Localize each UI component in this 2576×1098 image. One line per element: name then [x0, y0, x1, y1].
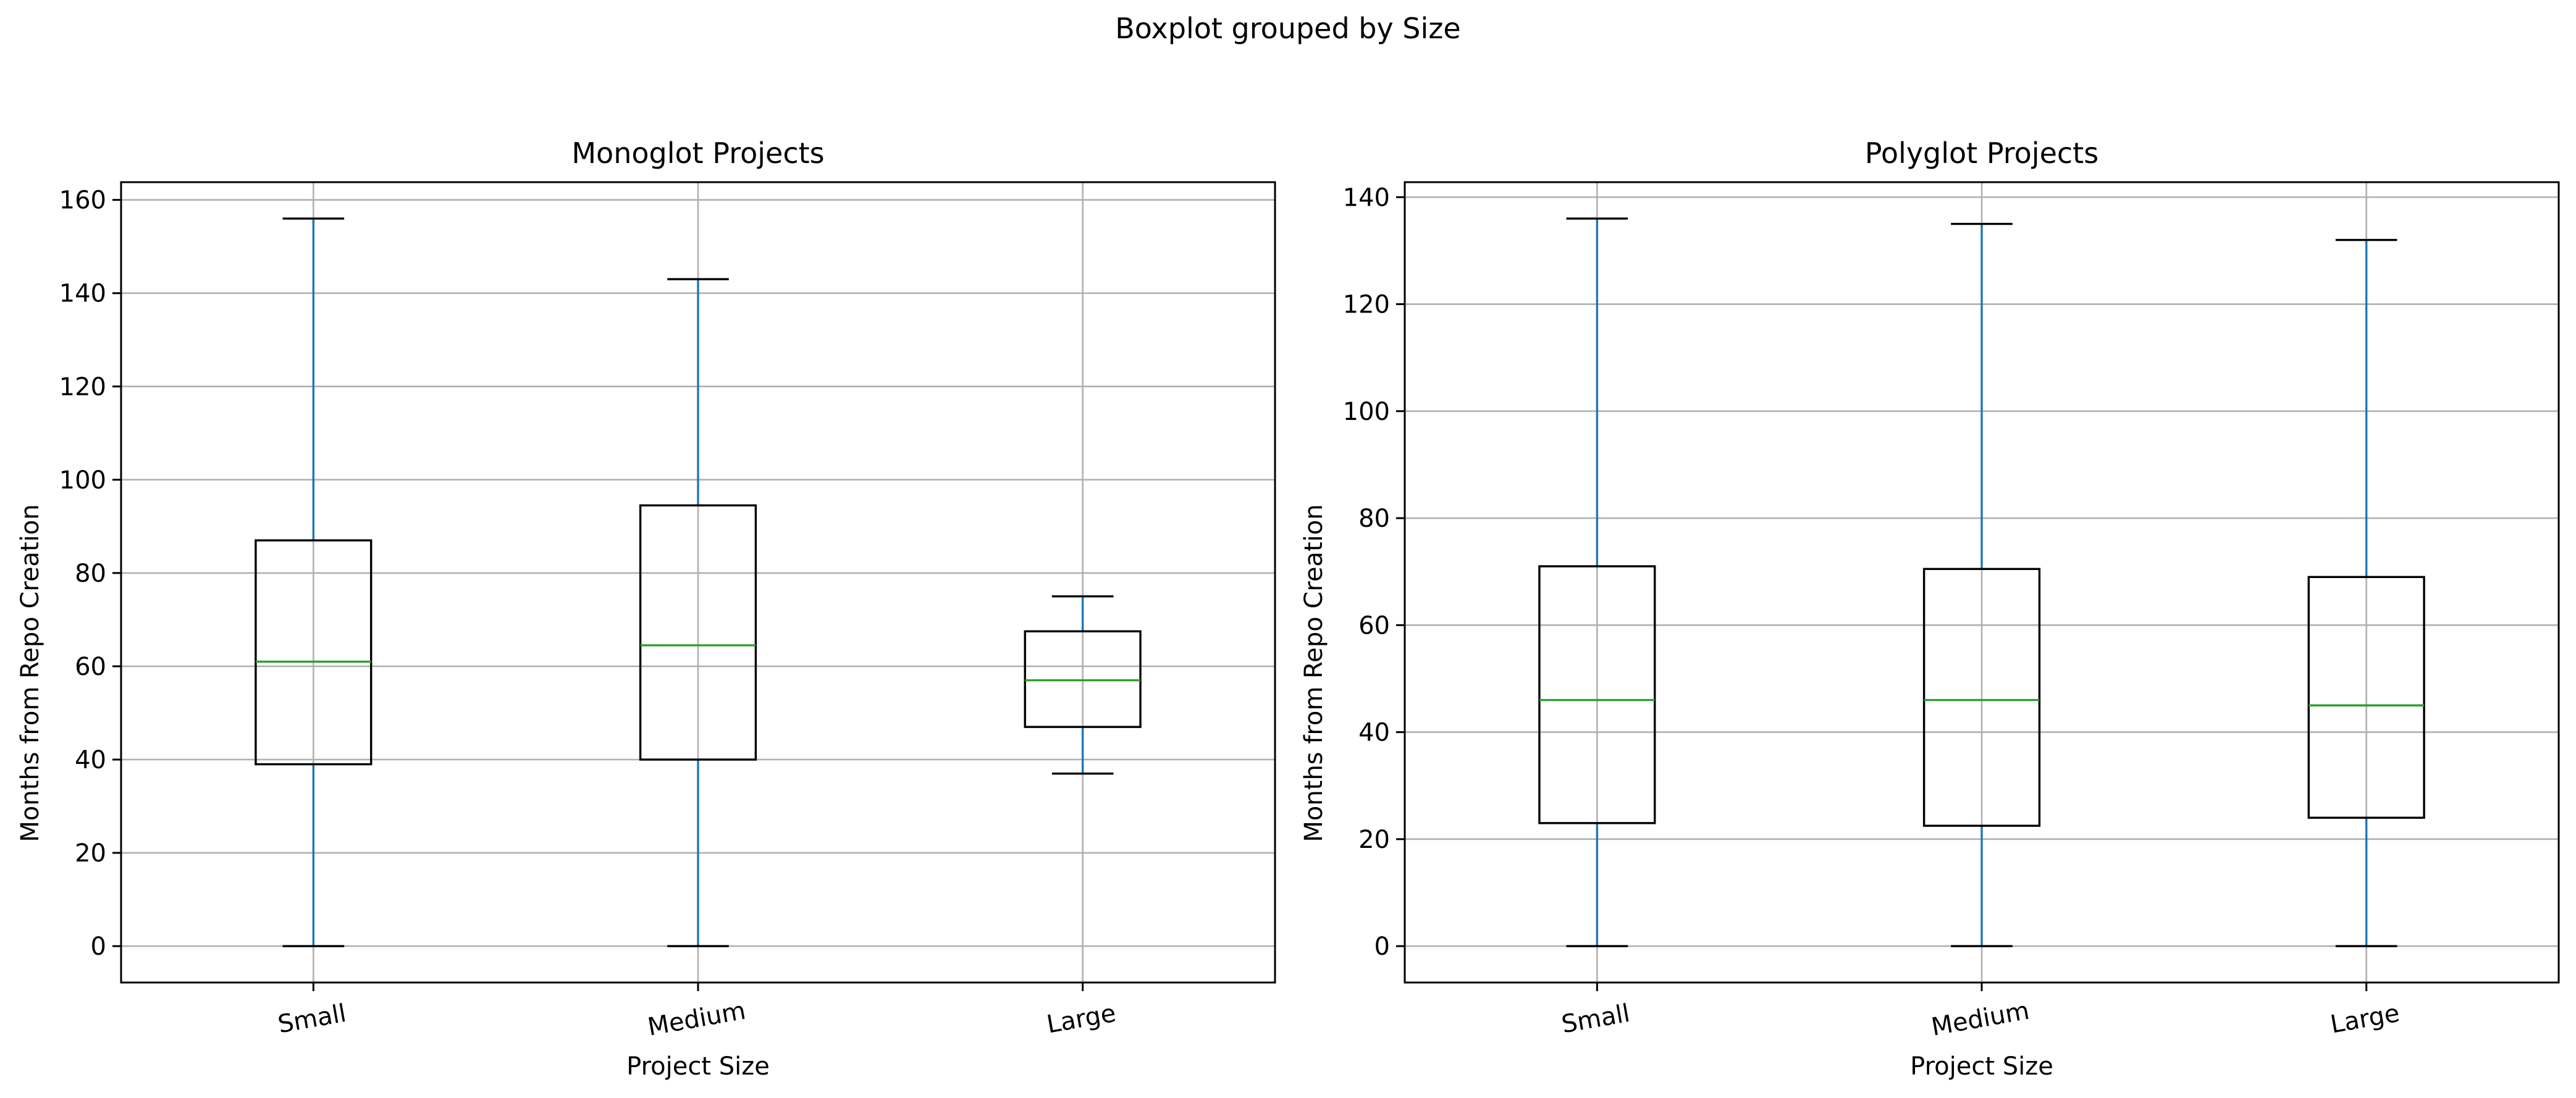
iqr-box: [1922, 568, 2041, 827]
monoglot-y-tick-label: 140: [59, 280, 106, 308]
polyglot-y-tick-label: 0: [1374, 932, 1390, 961]
monoglot-x-axis-label: Project Size: [626, 1052, 770, 1081]
polyglot-y-tick-label: 120: [1343, 291, 1390, 319]
iqr-box: [1538, 565, 1656, 824]
polyglot-y-tick-label: 60: [1358, 611, 1390, 640]
monoglot-y-tick-label: 60: [75, 653, 106, 681]
figure-suptitle: Boxplot grouped by Size: [1115, 12, 1460, 45]
polyglot-y-tick-label: 80: [1358, 505, 1390, 533]
monoglot-box-large: [1024, 595, 1142, 775]
iqr-box: [2307, 576, 2425, 819]
polyglot-y-tick-label: 20: [1358, 826, 1390, 854]
monoglot-y-tick-label: 0: [91, 932, 106, 961]
polyglot-y-tick-label: 100: [1343, 398, 1390, 426]
monoglot-x-tick-label: Small: [276, 999, 348, 1039]
monoglot-x-tick-label: Large: [1045, 999, 1118, 1039]
polyglot-x-tick-label: Medium: [1929, 997, 2032, 1042]
polyglot-x-tick-label: Small: [1559, 999, 1631, 1039]
monoglot-y-tick-label: 20: [75, 839, 106, 868]
monoglot-y-tick-label: 40: [75, 746, 106, 774]
iqr-box: [255, 539, 373, 766]
monoglot-y-tick-label: 160: [59, 186, 106, 215]
polyglot-x-axis-label: Project Size: [1910, 1052, 2053, 1081]
monoglot-chart-title: Monoglot Projects: [571, 136, 824, 170]
monoglot-box-medium: [639, 278, 757, 947]
polyglot-chart-panel: Polyglot Projects Project Size Months fr…: [1300, 136, 2560, 1081]
monoglot-y-tick-label: 100: [59, 466, 106, 495]
polyglot-box-large: [2307, 238, 2425, 947]
iqr-box: [639, 504, 757, 761]
polyglot-y-tick-label: 140: [1343, 183, 1390, 212]
monoglot-x-tick-label: Medium: [646, 997, 748, 1042]
polyglot-x-tick-label: Large: [2328, 999, 2402, 1039]
polyglot-y-axis-label: Months from Repo Creation: [1300, 504, 1328, 842]
monoglot-y-tick-label: 120: [59, 373, 106, 401]
polyglot-chart-title: Polyglot Projects: [1865, 136, 2098, 170]
iqr-box: [1024, 630, 1142, 728]
polyglot-box-medium: [1922, 222, 2041, 947]
polyglot-y-tick-label: 40: [1358, 719, 1390, 747]
monoglot-box-small: [255, 217, 373, 947]
monoglot-y-axis-label: Months from Repo Creation: [16, 504, 44, 842]
monoglot-chart-panel: Monoglot Projects Project Size Months fr…: [16, 136, 1276, 1081]
polyglot-box-small: [1538, 217, 1656, 947]
monoglot-y-tick-label: 80: [75, 559, 106, 588]
